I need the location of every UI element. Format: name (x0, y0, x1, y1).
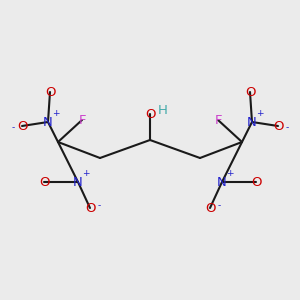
Text: O: O (251, 176, 261, 188)
Text: N: N (43, 116, 53, 128)
Text: N: N (217, 176, 227, 188)
Text: N: N (73, 176, 83, 188)
Text: O: O (45, 85, 55, 98)
Text: -: - (98, 202, 100, 211)
Text: O: O (145, 107, 155, 121)
Text: O: O (245, 85, 255, 98)
Text: H: H (158, 104, 168, 118)
Text: +: + (226, 169, 234, 178)
Text: O: O (39, 176, 49, 188)
Text: F: F (214, 113, 222, 127)
Text: +: + (256, 110, 264, 118)
Text: O: O (85, 202, 95, 214)
Text: F: F (78, 113, 86, 127)
Text: -: - (218, 202, 220, 211)
Text: +: + (82, 169, 90, 178)
Text: -: - (285, 124, 289, 133)
Text: O: O (205, 202, 215, 214)
Text: O: O (273, 119, 283, 133)
Text: O: O (17, 119, 27, 133)
Text: N: N (247, 116, 257, 128)
Text: +: + (52, 110, 60, 118)
Text: -: - (11, 124, 15, 133)
